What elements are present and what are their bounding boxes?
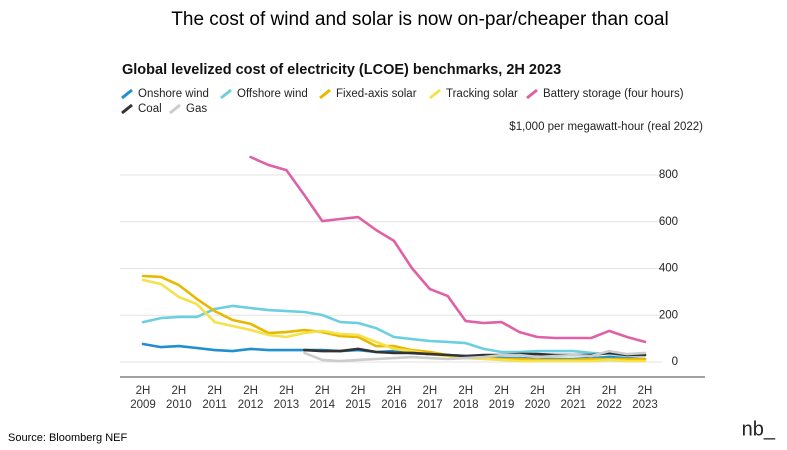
- chart-title: Global levelized cost of electricity (LC…: [122, 62, 561, 78]
- y-tick-label: 200: [659, 309, 678, 321]
- x-tick-label: 2H 2021: [560, 385, 587, 411]
- x-tick-label: 2H 2013: [273, 385, 300, 411]
- series-line: [141, 278, 647, 363]
- y-tick-label: 600: [659, 216, 678, 228]
- legend-swatch: [169, 103, 181, 115]
- legend-label: Tracking solar: [446, 88, 518, 100]
- x-tick-label: 2H 2010: [166, 385, 192, 411]
- x-tick-label: 2H 2017: [417, 385, 443, 411]
- legend-label: Battery storage (four hours): [543, 88, 684, 100]
- x-tick-label: 2H 2019: [488, 385, 515, 411]
- y-axis-label: $1,000 per megawatt-hour (real 2022): [509, 121, 703, 133]
- x-tick-label: 2H 2012: [237, 385, 264, 411]
- legend-label: Gas: [186, 103, 207, 115]
- x-tick-label: 2H 2015: [345, 385, 371, 411]
- series-line: [249, 155, 647, 344]
- legend-swatch: [526, 88, 538, 100]
- x-tick-label: 2H 2011: [202, 385, 228, 411]
- series-line: [303, 349, 647, 363]
- legend-swatch: [429, 88, 441, 100]
- legend-swatch: [121, 88, 133, 100]
- legend-label: Onshore wind: [138, 88, 209, 100]
- legend-swatch: [319, 88, 331, 100]
- y-tick-label: 800: [659, 169, 678, 181]
- legend-swatch: [121, 103, 133, 115]
- x-tick-label: 2H 2023: [632, 385, 658, 411]
- y-tick-label: 400: [659, 263, 678, 275]
- x-tick-label: 2H 2018: [452, 385, 479, 411]
- source: Source: Bloomberg NEF: [8, 432, 127, 444]
- x-tick-label: 2H 2016: [381, 385, 407, 411]
- legend-label: Coal: [138, 103, 162, 115]
- series-line: [141, 274, 647, 362]
- legend-label: Fixed-axis solar: [336, 88, 417, 100]
- x-tick-label: 2H 2020: [524, 385, 551, 411]
- x-tick-label: 2H 2009: [130, 385, 156, 411]
- x-tick-label: 2H 2014: [309, 385, 336, 411]
- x-tick-label: 2H 2022: [596, 385, 622, 411]
- legend-swatch: [220, 88, 232, 100]
- headline: The cost of wind and solar is now on-par…: [171, 9, 668, 30]
- y-tick-label: 0: [672, 356, 678, 368]
- series-line: [141, 304, 647, 357]
- legend-label: Offshore wind: [237, 88, 308, 100]
- logo: nb_: [742, 418, 776, 440]
